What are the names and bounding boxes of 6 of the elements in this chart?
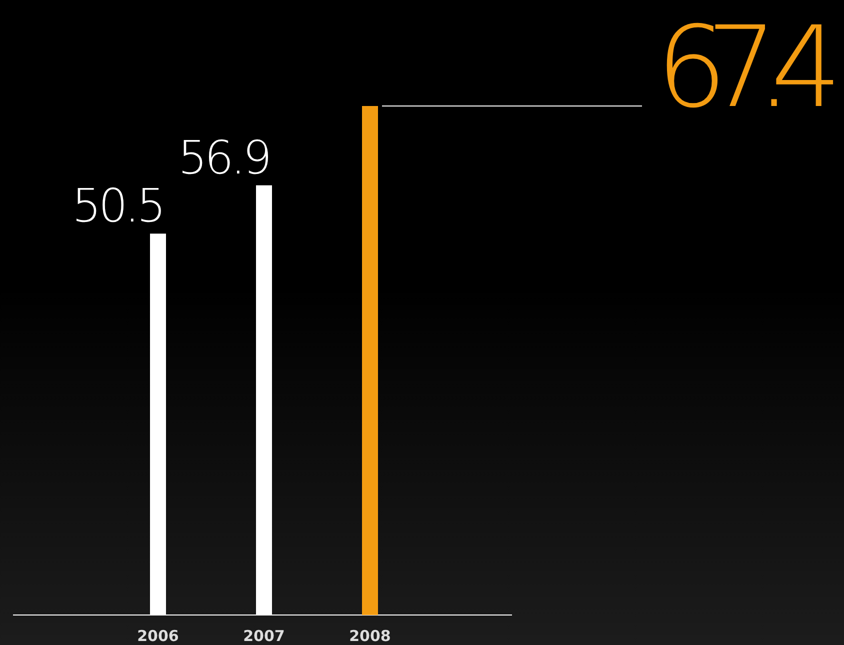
data-label: 56.9 — [178, 130, 272, 184]
x-tick-label: 2008 — [349, 627, 391, 645]
data-label: 50.5 — [72, 178, 166, 233]
x-tick-label: 2007 — [243, 627, 285, 645]
data-label: 67.4 — [656, 3, 842, 133]
x-tick-label: 2006 — [137, 627, 179, 645]
